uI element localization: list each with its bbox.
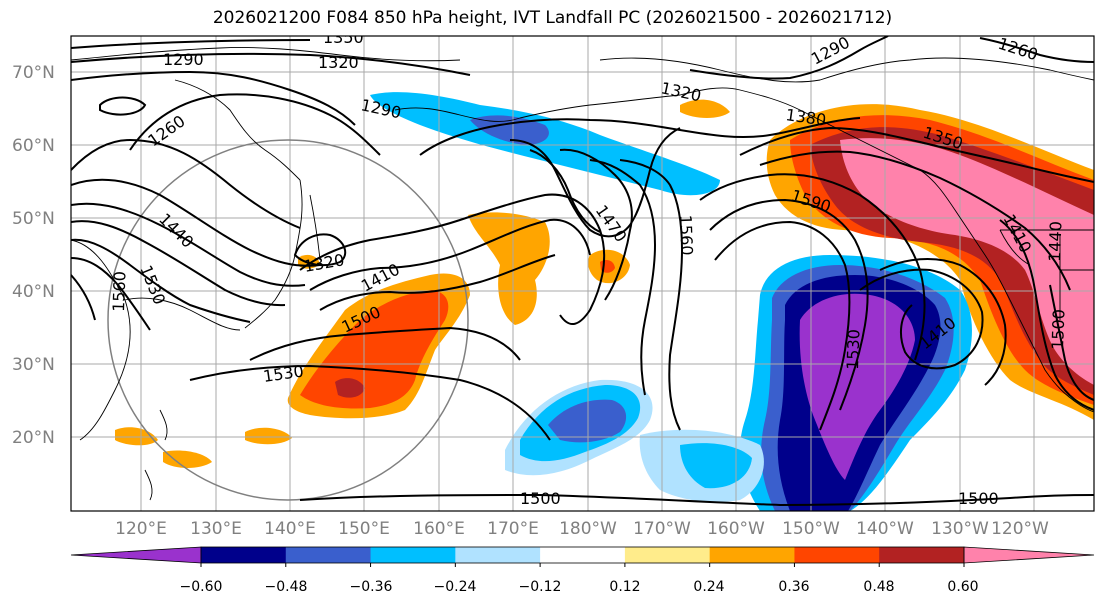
colorbar-tick-labels: −0.60 −0.48 −0.36 −0.24 −0.12 0.12 0.24 … (180, 579, 979, 595)
latitude-labels: 70°N 60°N 50°N 40°N 30°N 20°N (12, 63, 55, 448)
ivt-negative-ne-tropical-max (799, 293, 915, 480)
colorbar-tick-label: −0.24 (434, 579, 477, 595)
contour-label: 1530 (843, 329, 863, 370)
lat-label: 30°N (12, 355, 55, 375)
lon-label: 130°W (931, 519, 989, 539)
lon-label: 170°E (487, 519, 539, 539)
colorbar-tick-label: 0.60 (947, 579, 978, 595)
colorbar-segment (285, 547, 372, 563)
colorbar-segment (455, 547, 541, 563)
colorbar-segment (709, 547, 795, 563)
contour-label: 1560 (109, 271, 129, 312)
ivt-positive-aleutian-patch (680, 99, 730, 118)
colorbar-segment (794, 547, 880, 563)
colorbar-tick-label: 0.36 (778, 579, 809, 595)
ivt-positive-w-pacific-max (335, 378, 365, 398)
colorbar-tick-label: −0.12 (519, 579, 562, 595)
ivt-shading (115, 92, 1094, 511)
colorbar-extend-min (70, 546, 202, 564)
lat-label: 20°N (12, 428, 55, 448)
colorbar-frame (200, 546, 965, 564)
colorbar-tick-label: −0.36 (350, 579, 393, 595)
lat-label: 40°N (12, 282, 55, 302)
colorbar-segment (370, 547, 456, 563)
colorbar-tick-label: −0.60 (180, 579, 223, 595)
lat-label: 50°N (12, 209, 55, 229)
ivt-positive-sw-patch-1 (245, 427, 292, 445)
colorbar-segments (70, 546, 1095, 564)
ivt-negative-central-subtropics-core (548, 399, 627, 443)
colorbar-segment (624, 547, 711, 563)
colorbar: −0.60 −0.48 −0.36 −0.24 −0.12 0.12 0.24 … (70, 546, 1095, 595)
map-title: 2026021200 F084 850 hPa height, IVT Land… (212, 8, 893, 28)
lon-label: 170°W (633, 519, 691, 539)
colorbar-segment (201, 547, 287, 563)
longitude-labels: 120°E 130°E 140°E 150°E 160°E 170°E 180°… (115, 519, 1049, 539)
lon-label: 150°E (338, 519, 390, 539)
colorbar-tick-label: 0.24 (693, 579, 724, 595)
lon-label: 140°W (856, 519, 914, 539)
lon-label: 160°E (413, 519, 465, 539)
lon-label: 180°W (559, 519, 617, 539)
contour-label: 1500 (1048, 309, 1068, 350)
height-contours (71, 36, 1094, 507)
contour-label: 1500 (958, 489, 999, 508)
contour-label: 1500 (520, 489, 561, 508)
ivt-positive-sw-patch-3 (163, 450, 212, 468)
colorbar-extend-max (963, 546, 1095, 564)
lon-label: 120°E (115, 519, 167, 539)
colorbar-tick-label: −0.48 (265, 579, 308, 595)
colorbar-tick-label: 0.48 (863, 579, 894, 595)
ivt-negative-north (370, 92, 720, 196)
lat-label: 70°N (12, 63, 55, 83)
contour-label: 1560 (676, 214, 696, 255)
ivt-positive-ne-pacific-max (840, 138, 1094, 385)
lon-label: 150°W (782, 519, 840, 539)
ivt-negative-dateline-east-core (680, 443, 752, 489)
lon-label: 120°W (991, 519, 1049, 539)
coastlines (71, 47, 1094, 501)
lon-label: 140°E (264, 519, 316, 539)
gridlines (71, 36, 1094, 511)
ivt-negative-north-core (470, 115, 549, 145)
lon-label: 160°W (707, 519, 765, 539)
range-circle (107, 139, 469, 501)
map-frame (70, 35, 1095, 512)
colorbar-segment (540, 547, 626, 563)
lat-label: 60°N (12, 136, 55, 156)
colorbar-tick-label: 0.12 (609, 579, 640, 595)
colorbar-segment (879, 547, 965, 563)
ivt-positive-w-pacific-core (300, 290, 449, 409)
contour-label: 1440 (1045, 221, 1065, 262)
contour-label: 1350 (323, 28, 364, 47)
colorbar-ticks (200, 563, 965, 567)
contour-label: 1290 (163, 50, 204, 69)
lon-label: 130°E (190, 519, 242, 539)
ivt-positive-dateline-west (468, 212, 550, 325)
contour-label: 1320 (318, 53, 359, 72)
